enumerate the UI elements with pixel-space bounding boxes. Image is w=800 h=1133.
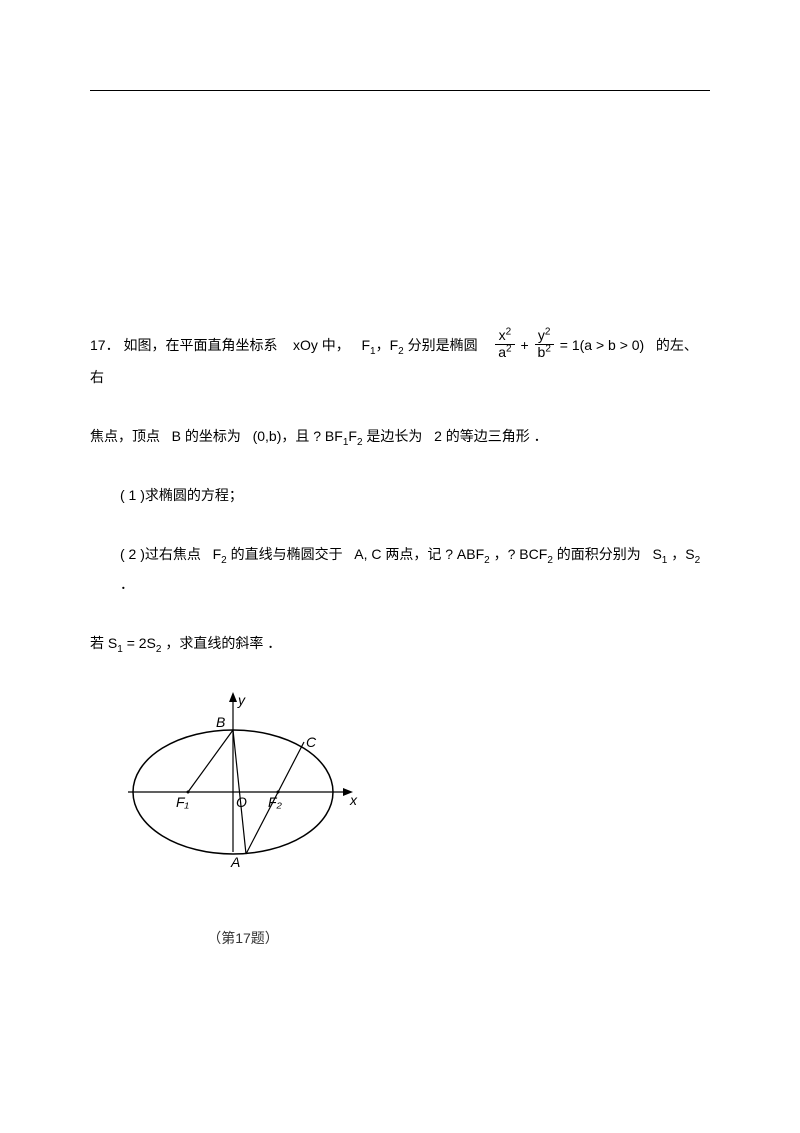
text: A, C 两点，记 ? ABF — [354, 546, 484, 562]
text: S — [652, 546, 661, 562]
figure-17: y x B C A O F₁ F₂ （第17题） — [118, 687, 368, 954]
label-F1: F₁ — [176, 794, 190, 810]
text: ，求直线的斜率 ． — [165, 635, 281, 651]
problem-text: 17． 如图，在平面直角坐标系 xOy 中， F1，F2 分别是椭圆 x2 a2… — [90, 330, 710, 954]
text: 是边长为 — [366, 428, 422, 444]
text: 的面积分别为 — [557, 546, 641, 562]
focus-F1: F1，F2 — [361, 337, 407, 353]
plus: + — [520, 337, 528, 353]
label-y: y — [237, 692, 246, 708]
text: 的直线与椭圆交于 — [231, 546, 343, 562]
text: 焦点，顶点 — [90, 428, 160, 444]
text: = 2S — [127, 635, 156, 651]
text: 2 的等边三角形 ． — [434, 428, 548, 444]
figure-caption: （第17题） — [118, 923, 368, 954]
label-B: B — [216, 714, 225, 730]
text: F — [348, 428, 357, 444]
text: B 的坐标为 — [172, 428, 241, 444]
problem-line-1: 17． 如图，在平面直角坐标系 xOy 中， F1，F2 分别是椭圆 x2 a2… — [90, 330, 710, 393]
fraction-y2b2: y2 b2 — [535, 328, 554, 360]
text: 若 S — [90, 635, 117, 651]
label-F2: F₂ — [268, 794, 283, 810]
text: F — [213, 546, 222, 562]
text: ( 2 )过右焦点 — [120, 546, 201, 562]
question-2: ( 2 )过右焦点 F2 的直线与椭圆交于 A, C 两点，记 ? ABF2 ，… — [90, 539, 710, 601]
text: ( 1 )求椭圆的方程； — [120, 487, 243, 503]
text: ． — [120, 576, 134, 592]
ellipse-diagram: y x B C A O F₁ F₂ — [118, 687, 368, 917]
top-border-rule — [90, 90, 710, 91]
text: 如图，在平面直角坐标系 — [123, 337, 277, 353]
problem-line-2: 焦点，顶点 B 的坐标为 (0,b)，且 ? BF1F2 是边长为 2 的等边三… — [90, 421, 710, 452]
label-O: O — [236, 794, 247, 810]
label-A: A — [230, 854, 240, 870]
text: 分别是椭圆 — [408, 337, 478, 353]
text: xOy 中， — [293, 337, 350, 353]
text: ，S — [671, 546, 694, 562]
label-C: C — [306, 734, 317, 750]
eq-tail: = 1(a > b > 0) — [560, 337, 644, 353]
text: (0,b)，且 ? BF — [253, 428, 343, 444]
problem-number: 17． — [90, 337, 120, 353]
text: ，? BCF — [494, 546, 548, 562]
fraction-x2a2: x2 a2 — [495, 328, 514, 360]
question-1: ( 1 )求椭圆的方程； — [90, 480, 710, 511]
problem-line-4: 若 S1 = 2S2 ，求直线的斜率 ． — [90, 628, 710, 659]
label-x: x — [349, 792, 358, 808]
